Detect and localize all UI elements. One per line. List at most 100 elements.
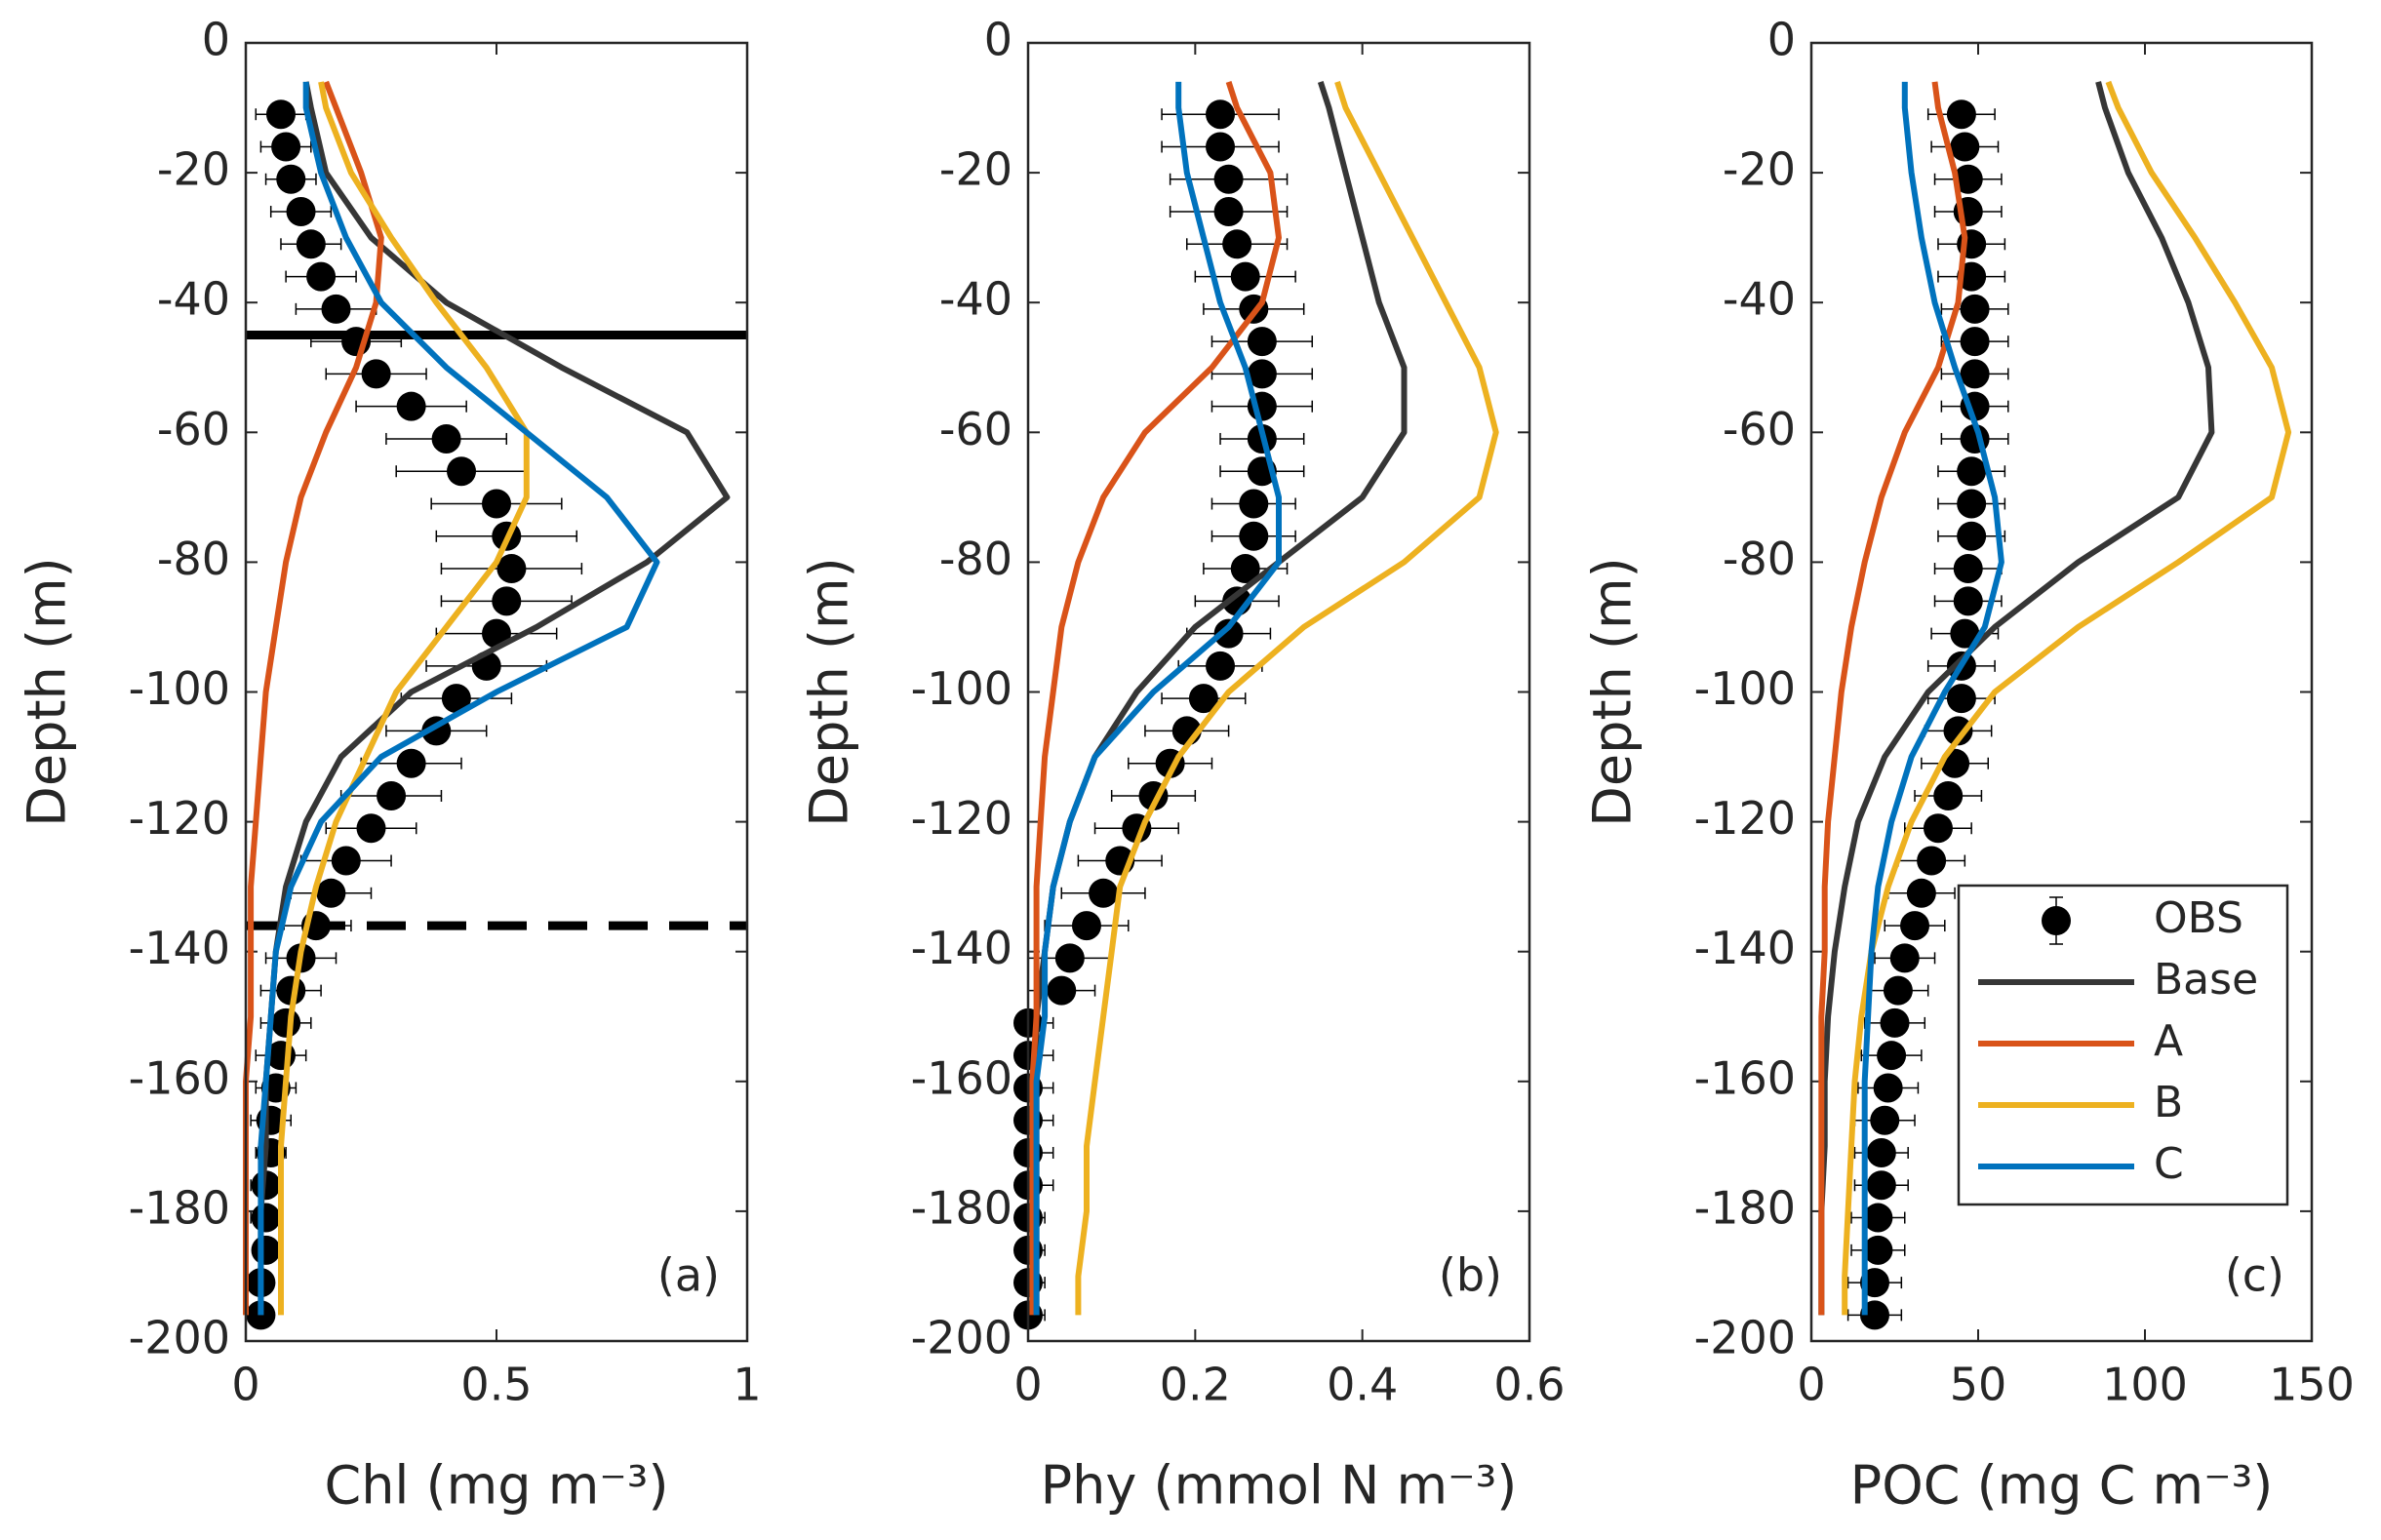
obs-point xyxy=(1953,554,1983,584)
obs-point xyxy=(1206,651,1236,681)
obs-point xyxy=(1866,1138,1896,1168)
obs-point xyxy=(1933,780,1964,810)
obs-point xyxy=(1230,261,1260,292)
obs-point xyxy=(251,1203,281,1233)
y-tick-label: -40 xyxy=(939,273,1012,326)
obs-point xyxy=(296,229,326,259)
legend-label: C xyxy=(2154,1139,2184,1189)
y-tick-label: -200 xyxy=(129,1312,230,1364)
obs-point xyxy=(1239,489,1269,519)
obs-point xyxy=(1946,99,1976,130)
obs-point xyxy=(1870,1105,1900,1135)
x-tick-label: 100 xyxy=(2102,1359,2188,1411)
obs-point xyxy=(492,586,522,616)
x-tick-label: 0.2 xyxy=(1160,1359,1231,1411)
x-axis-label: Phy (mmol N m⁻³) xyxy=(1041,1455,1518,1517)
obs-point xyxy=(1873,1073,1903,1103)
y-axis-label: Depth (m) xyxy=(1582,557,1644,826)
y-tick-label: -60 xyxy=(939,403,1012,455)
y-axis-label: Depth (m) xyxy=(17,557,78,826)
obs-point xyxy=(1188,684,1218,714)
obs-point xyxy=(1047,975,1077,1006)
obs-point xyxy=(1213,197,1244,227)
obs-point xyxy=(1206,99,1236,130)
y-tick-label: -180 xyxy=(911,1181,1012,1234)
y-tick-label: -80 xyxy=(1723,533,1796,585)
x-axis-label: Chl (mg m⁻³) xyxy=(324,1455,668,1517)
series-line xyxy=(1075,80,1499,1316)
obs-point xyxy=(1230,554,1260,584)
obs-point xyxy=(356,813,386,844)
obs-point xyxy=(1213,164,1244,194)
obs-point xyxy=(1943,716,1973,746)
y-tick-label: -120 xyxy=(911,792,1012,845)
y-tick-label: -100 xyxy=(911,662,1012,715)
y-tick-label: -80 xyxy=(157,533,230,585)
series-line xyxy=(258,81,731,1316)
obs-point xyxy=(1883,975,1913,1006)
y-tick-label: -120 xyxy=(1694,792,1796,845)
panel-label: (b) xyxy=(1439,1249,1502,1302)
obs-point xyxy=(482,489,511,519)
y-tick-label: -20 xyxy=(1723,143,1796,196)
legend-label: A xyxy=(2154,1016,2183,1066)
x-tick-label: 0.6 xyxy=(1493,1359,1565,1411)
obs-point xyxy=(396,391,426,421)
obs-point xyxy=(331,846,361,876)
y-tick-label: -140 xyxy=(129,922,230,974)
axes-box xyxy=(244,41,749,1343)
y-tick-label: -120 xyxy=(129,792,230,845)
y-tick-label: -40 xyxy=(1723,273,1796,326)
obs-point xyxy=(1960,359,1990,389)
obs-point xyxy=(276,164,306,194)
y-tick-label: -60 xyxy=(157,403,230,455)
y-tick-label: -200 xyxy=(911,1312,1012,1364)
y-tick-label: -20 xyxy=(157,143,230,196)
x-axis-label: POC (mg C m⁻³) xyxy=(1850,1455,2274,1517)
obs-point xyxy=(1960,327,1990,357)
axes-box xyxy=(1026,41,1531,1343)
obs-point xyxy=(1923,813,1953,844)
obs-point xyxy=(321,294,351,324)
obs-point xyxy=(1953,164,1983,194)
obs-point xyxy=(1950,132,1980,162)
y-tick-label: -160 xyxy=(129,1051,230,1104)
obs-point xyxy=(431,423,461,454)
panel-label: (c) xyxy=(2225,1249,2284,1302)
y-tick-label: -160 xyxy=(911,1051,1012,1104)
obs-point xyxy=(1222,229,1252,259)
obs-point xyxy=(1900,911,1930,941)
y-tick-label: -160 xyxy=(1694,1051,1796,1104)
y-tick-label: -40 xyxy=(157,273,230,326)
obs-point xyxy=(271,132,301,162)
obs-point xyxy=(251,1235,281,1265)
series-line xyxy=(1861,81,2004,1316)
obs-point xyxy=(1880,1007,1910,1038)
obs-point xyxy=(1054,943,1085,973)
obs-point xyxy=(447,456,477,487)
obs-point xyxy=(361,359,391,389)
obs-point xyxy=(1960,294,1990,324)
y-axis-label: Depth (m) xyxy=(799,557,860,826)
obs-point xyxy=(1866,1170,1896,1201)
obs-point xyxy=(265,99,296,130)
obs-point xyxy=(1953,586,1983,616)
obs-point xyxy=(1957,456,1987,487)
series-line xyxy=(278,81,530,1316)
obs-point xyxy=(1071,911,1101,941)
obs-point xyxy=(1247,327,1277,357)
obs-point xyxy=(1906,878,1936,908)
axes-box xyxy=(1809,41,2314,1343)
y-tick-label: -180 xyxy=(129,1181,230,1234)
y-tick-label: -180 xyxy=(1694,1181,1796,1234)
obs-point xyxy=(1946,684,1976,714)
obs-point xyxy=(1889,943,1920,973)
y-tick-label: -60 xyxy=(1723,403,1796,455)
obs-point xyxy=(1917,846,1947,876)
obs-point xyxy=(396,748,426,778)
obs-point xyxy=(441,684,471,714)
